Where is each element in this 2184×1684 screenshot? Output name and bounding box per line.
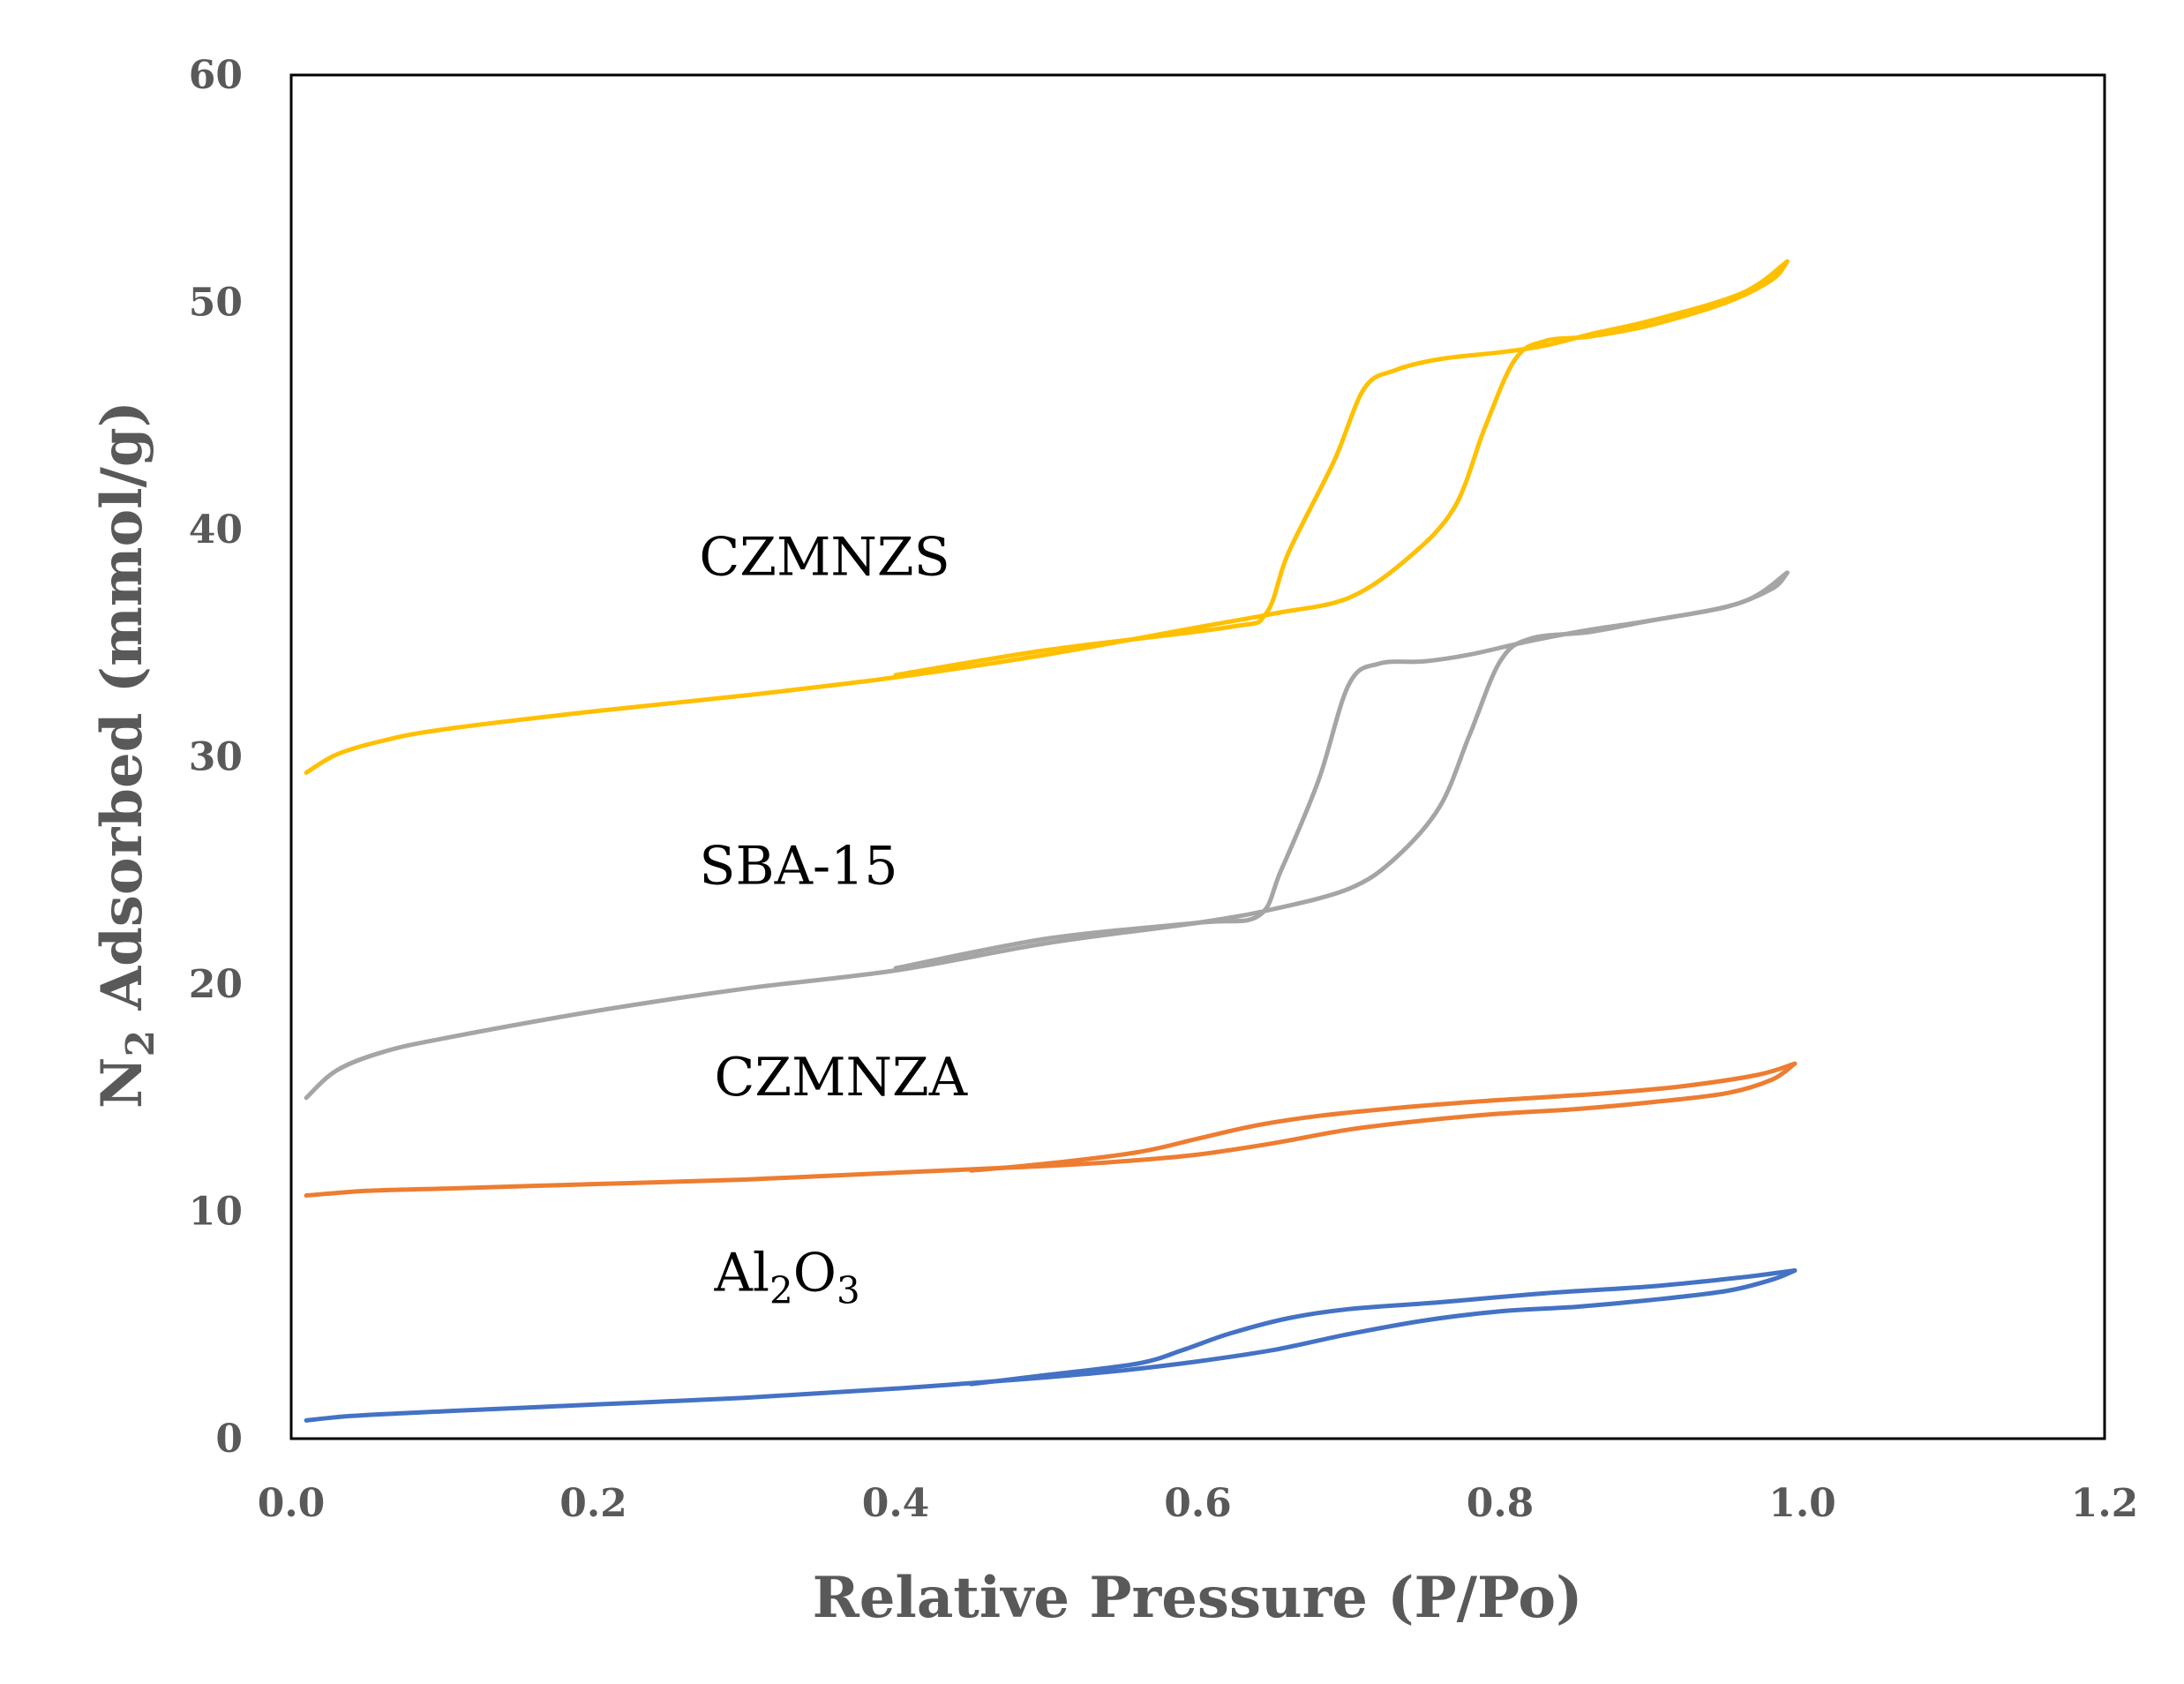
series-line-al2o3-desorption	[969, 1268, 1797, 1387]
series-label-part: O	[793, 1243, 837, 1304]
x-tick-label: 0.6	[1164, 1481, 1232, 1526]
y-tick-label: 0	[215, 1417, 243, 1462]
y-tick-label: 10	[189, 1190, 243, 1235]
y-axis-title: N2 Adsorbed (mmol/g)	[89, 401, 163, 1109]
series-label-part: Al	[714, 1243, 770, 1304]
series-label-part: CZMNZA	[715, 1047, 968, 1109]
x-tick-label: 0.4	[862, 1481, 930, 1526]
series-line-czmnza-adsorption	[304, 1061, 1797, 1198]
series-line-czmnzs-desorption	[893, 259, 1790, 678]
x-axis-title: Relative Pressure (P/Po)	[813, 1565, 1583, 1631]
labels-layer: CZMNZS SBA-15 CZMNZA Al2O3	[699, 527, 967, 1312]
y-tick-label: 50	[189, 281, 243, 326]
series-label-sba-15: SBA-15	[699, 836, 897, 898]
plot-area-frame	[289, 73, 2106, 1440]
series-label-czmnzs: CZMNZS	[699, 527, 949, 589]
curves-layer	[304, 259, 1797, 1423]
series-label-czmnza: CZMNZA	[715, 1047, 968, 1109]
y-axis-title-rest: Adsorbed (mmol/g)	[89, 401, 155, 1030]
x-tick-label: 0.8	[1467, 1481, 1535, 1526]
y-tick-label: 20	[189, 962, 243, 1007]
x-tick-label: 1.0	[1768, 1481, 1836, 1526]
x-tick-label: 0.2	[559, 1481, 627, 1526]
ticks-layer: 0.0 0.2 0.4 0.6 0.8 1.0 1.2 0 10 20 30 40 50 60	[189, 53, 2139, 1526]
y-tick-label: 60	[189, 53, 243, 98]
x-tick-label: 1.2	[2071, 1481, 2139, 1526]
y-tick-label: 40	[189, 507, 243, 553]
y-axis-title-subscript: 2	[118, 1030, 163, 1057]
y-axis-title-prefix: N	[89, 1056, 155, 1109]
series-line-sba-15-adsorption	[304, 570, 1790, 1101]
series-line-sba-15-desorption	[893, 570, 1790, 971]
series-label-part: CZMNZS	[699, 527, 949, 589]
series-label-part: SBA-15	[699, 836, 897, 898]
x-tick-label: 0.0	[258, 1481, 326, 1526]
series-line-czmnza-desorption	[969, 1061, 1797, 1173]
series-line-al2o3-adsorption	[304, 1268, 1797, 1423]
series-label-part: 2	[769, 1269, 793, 1312]
series-line-czmnzs-adsorption	[304, 259, 1790, 775]
series-label-part: 3	[837, 1269, 860, 1312]
series-label-al2o3: Al2O3	[714, 1243, 860, 1312]
y-tick-label: 30	[189, 735, 243, 780]
